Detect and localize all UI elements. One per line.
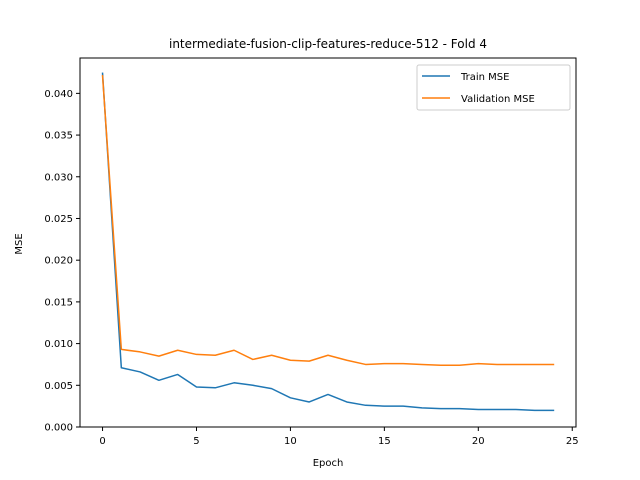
legend-validation-label: Validation MSE [461,94,535,105]
x-axis-label: Epoch [313,458,344,469]
y-tick-label: 0.030 [44,172,73,183]
y-tick-label: 0.020 [44,256,73,267]
train-mse-line [101,72,555,412]
legend-box [416,64,571,111]
x-tick-label: 0 [99,436,105,447]
x-tick-label: 20 [472,436,485,447]
x-tick-label: 15 [378,436,391,447]
y-tick-label: 0.015 [44,297,73,308]
y-tick-label: 0.000 [44,423,73,434]
x-tick-label: 25 [566,436,579,447]
y-tick-label: 0.010 [44,339,73,350]
y-axis: 0.000 0.005 0.010 0.015 0.020 0.025 0.030 0.035… [44,89,80,434]
plot-area [101,72,555,412]
x-tick-label: 5 [193,436,199,447]
y-tick-label: 0.035 [44,131,73,142]
y-tick-label: 0.025 [44,214,73,225]
axes-frame [79,57,577,428]
legend-train-label: Train MSE [460,72,509,83]
x-tick-label: 10 [284,436,297,447]
y-tick-label: 0.040 [44,89,73,100]
chart-title: intermediate-fusion-clip-features-reduce… [169,37,487,51]
y-tick-label: 0.005 [44,381,73,392]
x-axis: 0 5 10 15 20 25 [99,427,579,447]
legend: Train MSE Validation MSE [416,64,571,111]
y-axis-label: MSE [14,233,25,254]
validation-mse-line [101,75,555,367]
